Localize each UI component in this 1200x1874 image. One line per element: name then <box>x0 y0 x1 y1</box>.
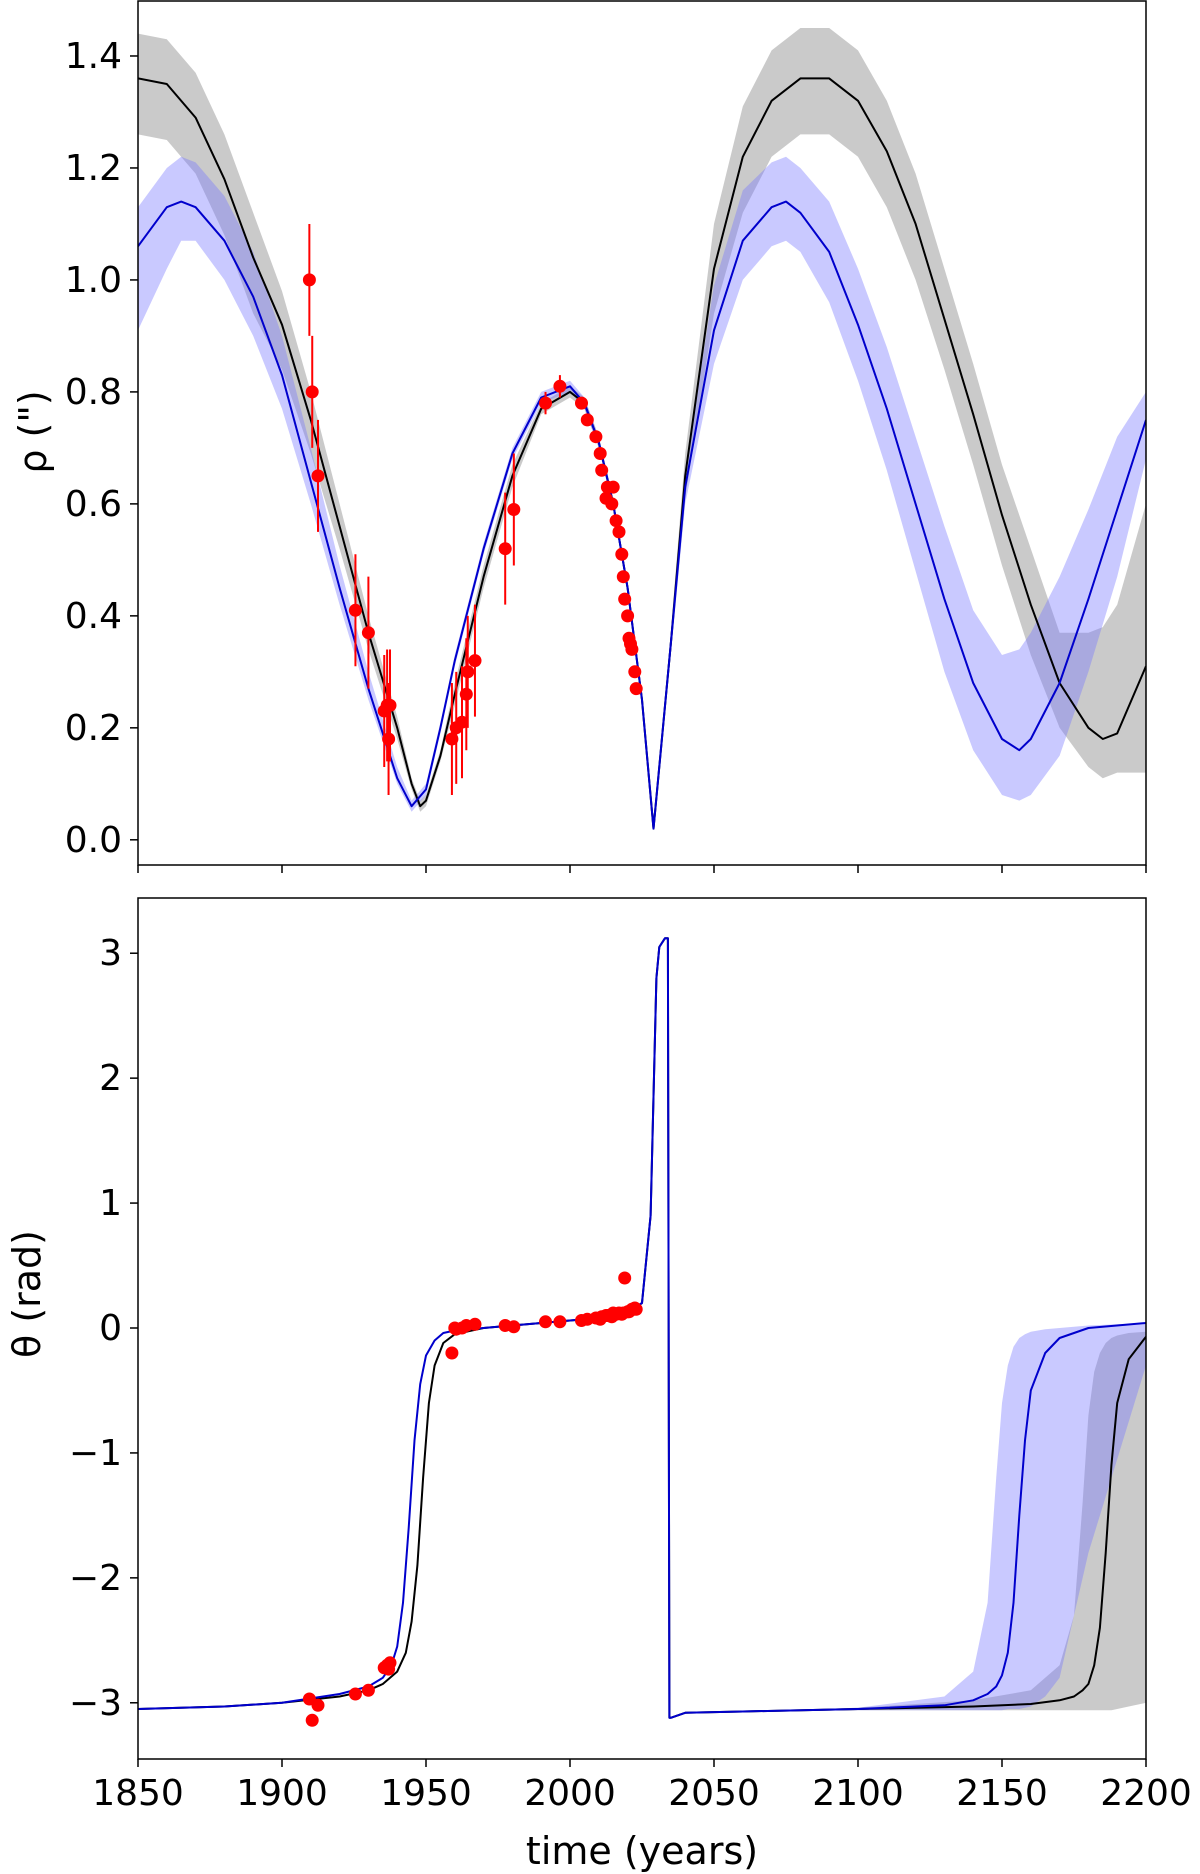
rho-observation-point <box>606 480 620 494</box>
rho-observation-point <box>589 430 603 444</box>
rho-y-tick-label: 0.4 <box>65 596 122 637</box>
rho-observation-point <box>498 542 512 556</box>
rho-y-axis-label: ρ (") <box>11 390 55 473</box>
theta-x-tick-label: 1850 <box>92 1773 184 1814</box>
rho-observation-point <box>305 385 319 399</box>
rho-observation-point <box>311 469 325 483</box>
rho-y-tick-label: 1.4 <box>65 36 122 77</box>
rho-y-tick-label: 0.2 <box>65 708 122 749</box>
theta-observation-point <box>382 1662 396 1676</box>
theta-observation-point <box>629 1302 643 1316</box>
rho-observation-point <box>618 592 632 606</box>
rho-observation-point <box>468 654 482 668</box>
rho-observation-point <box>539 396 552 410</box>
theta-x-tick-label: 2050 <box>668 1773 760 1814</box>
theta-y-tick-label: 3 <box>99 933 122 974</box>
rho-observation-point <box>459 687 473 701</box>
theta-x-tick-label: 2000 <box>524 1773 616 1814</box>
theta-y-tick-label: 2 <box>99 1058 122 1099</box>
theta-y-tick-label: 1 <box>99 1183 122 1224</box>
theta-observation-point <box>553 1315 567 1329</box>
theta-observation-point <box>348 1687 362 1701</box>
theta-y-axis-label: θ (rad) <box>5 1230 49 1358</box>
theta-observation-point <box>311 1698 325 1712</box>
rho-y-tick-label: 0.8 <box>65 372 122 413</box>
theta-observation-point <box>507 1320 521 1334</box>
rho-observation-point <box>629 682 643 696</box>
rho-observation-point <box>621 609 635 623</box>
rho-panel: 0.0 0.2 0.4 0.6 0.8 1.0 1.2 1.4 ρ (") <box>11 0 1147 873</box>
rho-y-tick-label: 1.2 <box>65 148 122 189</box>
rho-observation-point <box>575 396 588 410</box>
rho-observation-point <box>383 698 397 712</box>
rho-observation-point <box>507 503 521 516</box>
rho-observation-point <box>361 626 375 640</box>
rho-observation-point <box>609 514 623 528</box>
rho-observation-point <box>302 273 316 287</box>
rho-y-tick-label: 0.0 <box>65 820 122 861</box>
rho-y-tick-label: 1.0 <box>65 260 122 301</box>
rho-observation-point <box>612 525 626 539</box>
rho-blue-model-line <box>138 200 1146 830</box>
rho-observation-point <box>553 379 567 393</box>
theta-observation-point <box>539 1315 552 1329</box>
theta-x-tick-label: 2100 <box>812 1773 904 1814</box>
rho-observation-point <box>445 732 459 746</box>
rho-observation-point <box>605 497 619 511</box>
rho-observation-point <box>616 570 630 584</box>
rho-y-tick-label: 0.6 <box>65 484 122 525</box>
theta-blue-model-line <box>138 937 1146 1719</box>
theta-y-tick-label: −1 <box>69 1433 122 1474</box>
theta-x-tick-label: 1900 <box>236 1773 328 1814</box>
theta-observation-point <box>618 1271 632 1285</box>
rho-observation-point <box>595 463 609 477</box>
rho-observation-point <box>615 547 629 561</box>
rho-observation-point <box>461 665 475 679</box>
theta-y-tick-label: 0 <box>99 1308 122 1349</box>
theta-panel: −3 −2 −1 0 1 2 3 1850 1900 1950 2000 2050 2100 2150 22… <box>5 897 1192 1873</box>
rho-observation-point <box>625 642 639 656</box>
theta-observation-point <box>468 1317 482 1331</box>
rho-observation-point <box>455 715 469 729</box>
theta-x-tick-label: 2150 <box>956 1773 1048 1814</box>
rho-observation-point <box>382 732 396 746</box>
theta-observation-point <box>305 1713 319 1727</box>
rho-observation-point <box>348 603 362 617</box>
theta-x-tick-label: 1950 <box>380 1773 472 1814</box>
theta-y-tick-label: −3 <box>69 1683 122 1724</box>
theta-blue-uncertainty-band <box>138 938 1146 1718</box>
x-axis-label: time (years) <box>526 1829 758 1873</box>
rho-observation-point <box>593 447 607 460</box>
theta-observation-point <box>445 1346 459 1360</box>
rho-axes-frame <box>137 0 1147 866</box>
theta-x-tick-label: 2200 <box>1100 1773 1192 1814</box>
theta-observation-point <box>361 1683 375 1697</box>
rho-observation-point <box>628 665 642 679</box>
rho-observation-point <box>580 413 594 427</box>
theta-y-tick-label: −2 <box>69 1558 122 1599</box>
